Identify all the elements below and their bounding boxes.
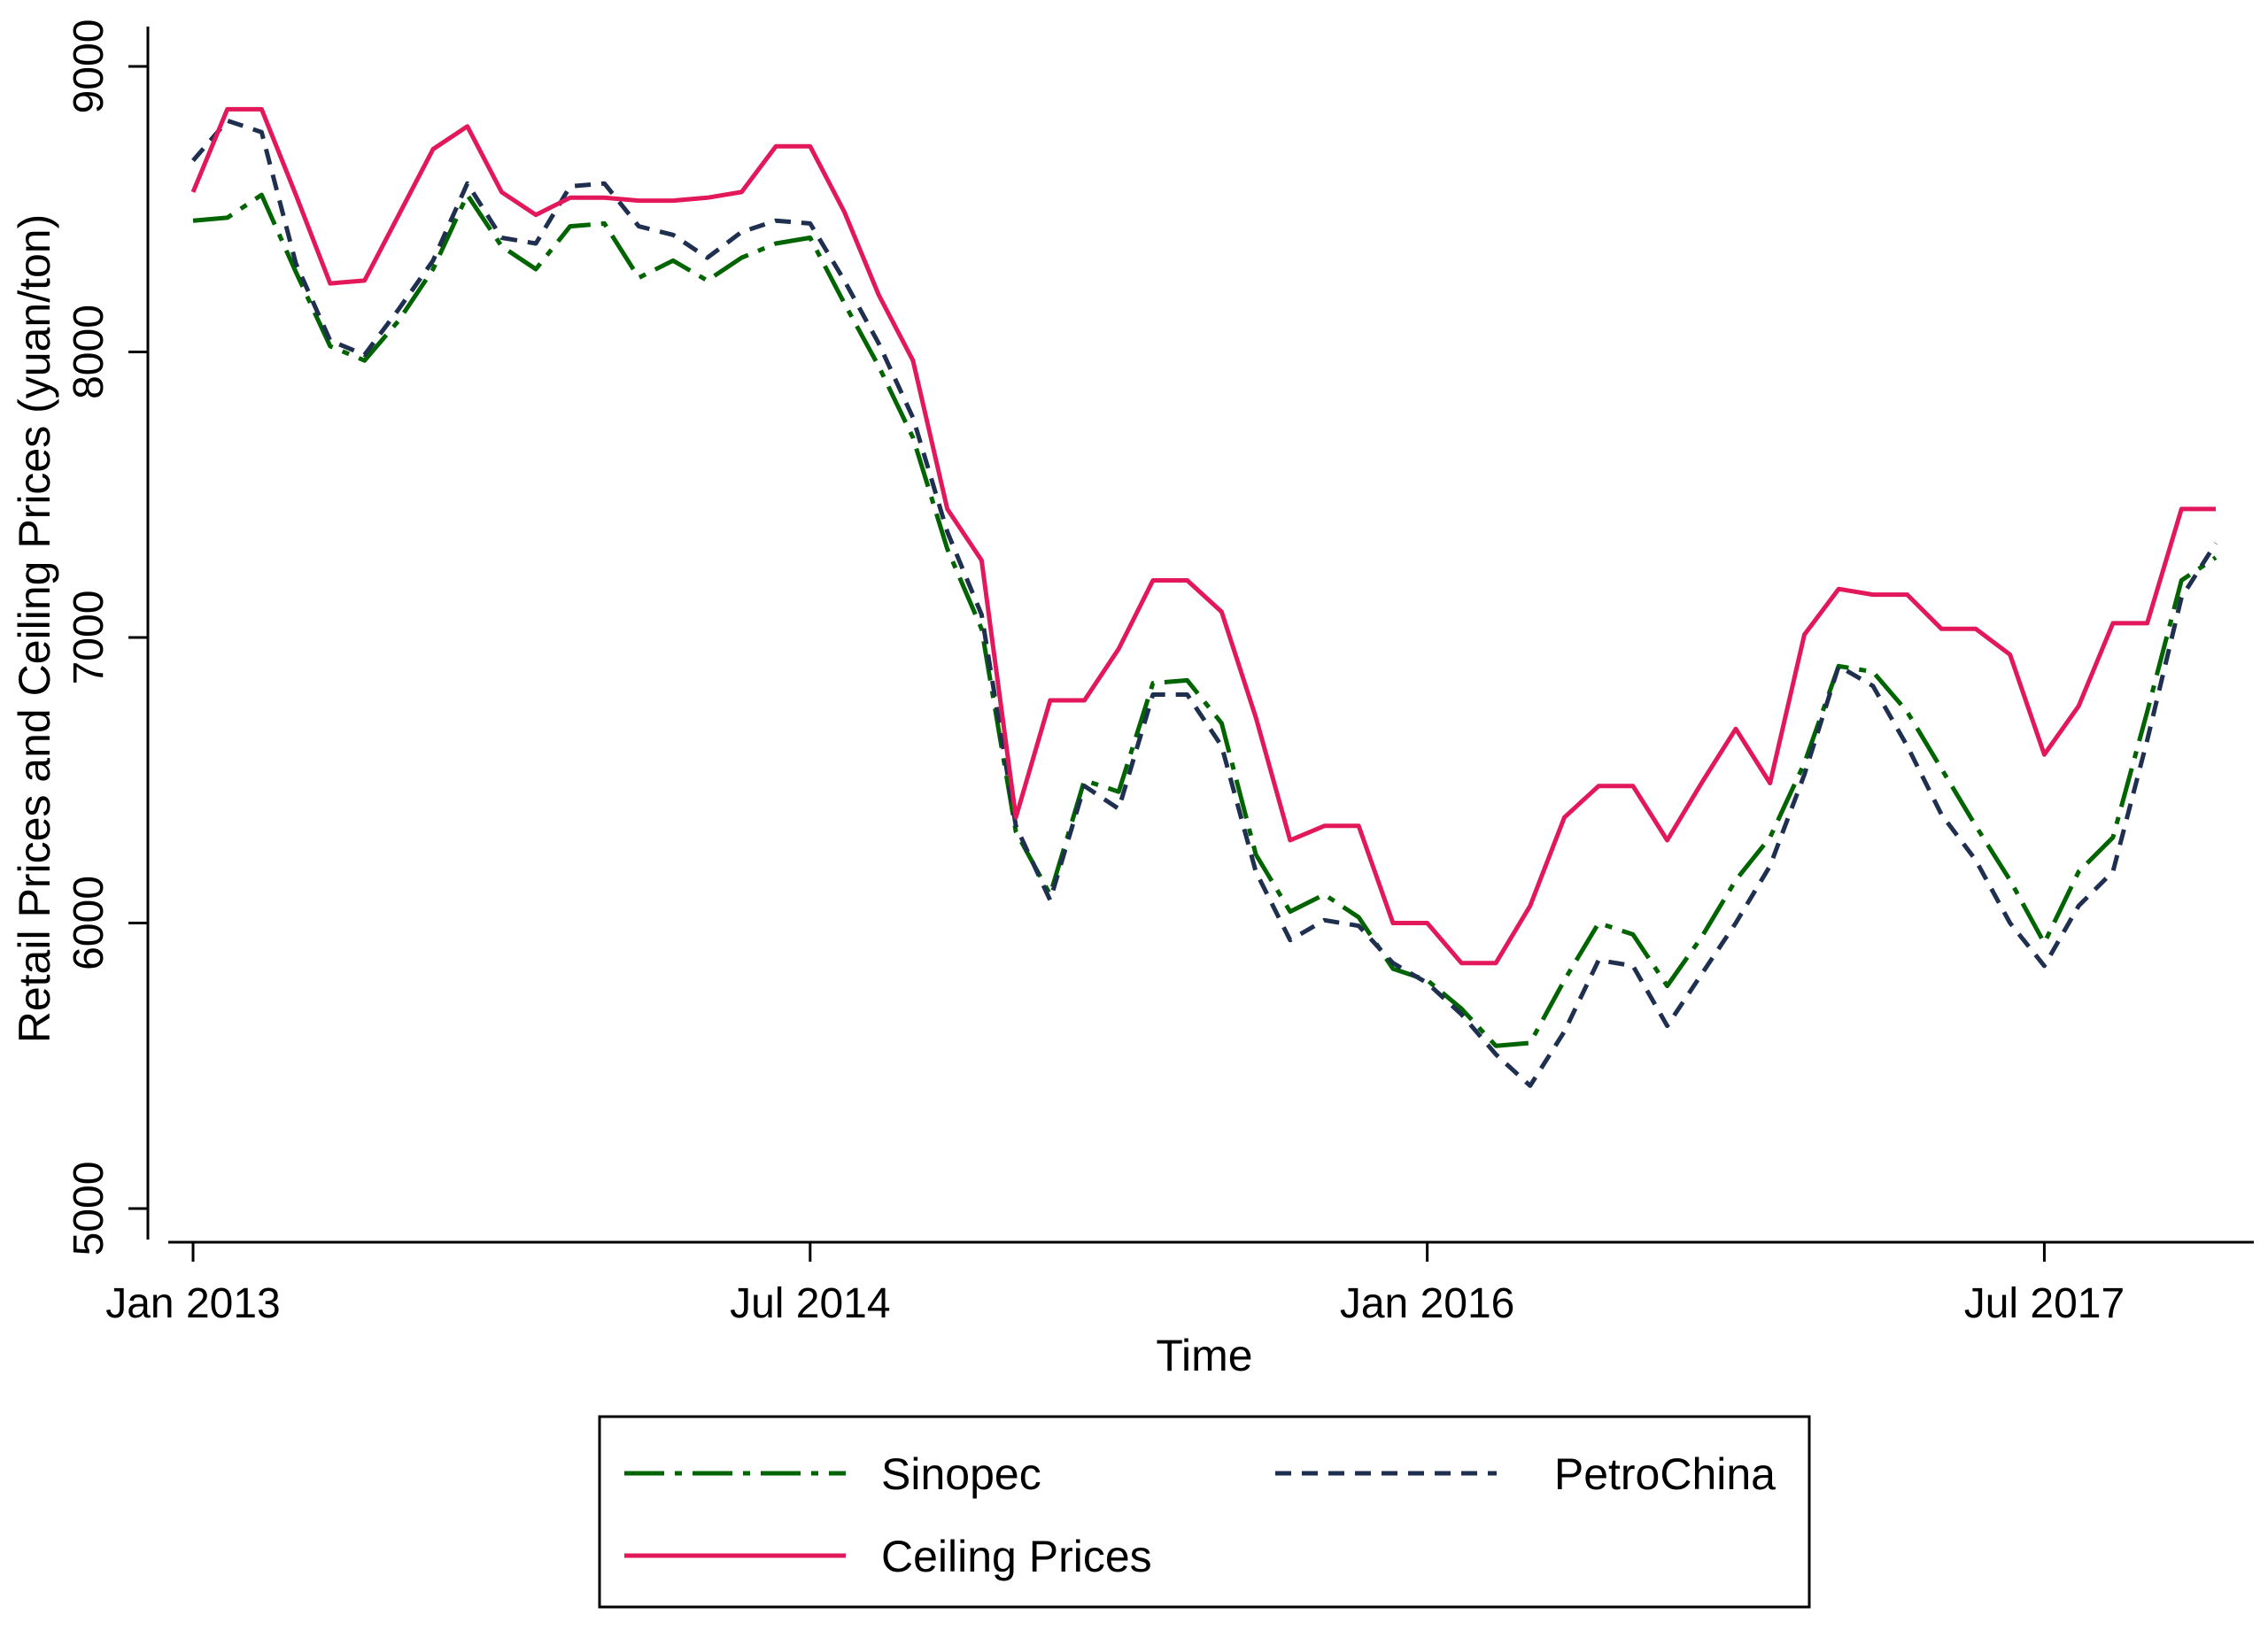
y-tick-label: 5000	[66, 1162, 112, 1256]
y-tick-label: 6000	[66, 876, 112, 970]
x-axis-title: Time	[1156, 1331, 1252, 1380]
y-tick-label: 8000	[66, 305, 112, 399]
plot-lines	[190, 106, 2218, 1088]
x-tick-label: Jan 2016	[1340, 1280, 1515, 1327]
series-line-petrochina	[191, 118, 2218, 1088]
legend-label-sinopec: Sinopec	[881, 1449, 1041, 1499]
series-line-ceiling-prices	[190, 106, 2216, 966]
x-tick-label: Jul 2014	[730, 1280, 890, 1327]
x-tick-label: Jul 2017	[1964, 1280, 2125, 1327]
y-tick-label: 9000	[66, 19, 112, 114]
series-line-sinopec	[192, 192, 2218, 1048]
x-tick-label: Jan 2013	[105, 1280, 281, 1327]
legend-box	[598, 1415, 1811, 1609]
x-axis-ticks: Jan 2013 Jul 2014 Jan 2016 Jul 2017	[105, 1242, 2125, 1327]
y-axis-ticks: 5000 6000 7000 8000 9000	[66, 19, 148, 1256]
y-tick-label: 7000	[66, 591, 112, 685]
legend: Sinopec PetroChina Ceiling Prices	[598, 1415, 1811, 1609]
y-axis-title: Retail Prices and Ceiling Prices (yuan/t…	[10, 214, 59, 1044]
legend-label-petrochina: PetroChina	[1554, 1449, 1776, 1499]
legend-label-ceiling-prices: Ceiling Prices	[881, 1532, 1152, 1581]
